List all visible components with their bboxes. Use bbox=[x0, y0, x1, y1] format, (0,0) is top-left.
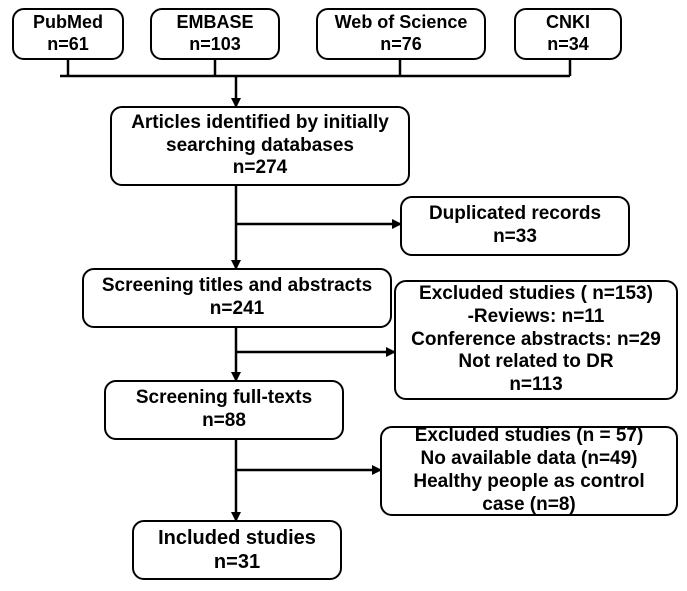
node-wos-line: Web of Science bbox=[335, 12, 468, 34]
node-excl1-line: Not related to DR bbox=[458, 351, 613, 374]
node-identified: Articles identified by initiallysearchin… bbox=[110, 106, 410, 186]
node-embase-line: n=103 bbox=[189, 34, 241, 56]
node-pubmed: PubMedn=61 bbox=[12, 8, 124, 60]
node-excl2-line: Excluded studies (n = 57) bbox=[415, 425, 644, 448]
node-pubmed-line: n=61 bbox=[47, 34, 89, 56]
node-titles: Screening titles and abstractsn=241 bbox=[82, 268, 392, 328]
node-excl2-line: Healthy people as control bbox=[413, 471, 644, 494]
node-identified-line: searching databases bbox=[166, 135, 354, 158]
flowchart-stage: PubMedn=61 EMBASEn=103 Web of Sciencen=76 C… bbox=[0, 0, 687, 591]
node-wos: Web of Sciencen=76 bbox=[316, 8, 486, 60]
node-excl2: Excluded studies (n = 57)No available da… bbox=[380, 426, 678, 516]
node-full-line: n=88 bbox=[202, 410, 246, 433]
node-excl1: Excluded studies ( n=153)-Reviews: n=11C… bbox=[394, 280, 678, 400]
node-identified-line: Articles identified by initially bbox=[131, 112, 389, 135]
node-excl1-line: n=113 bbox=[509, 374, 562, 397]
node-excl2-line: case (n=8) bbox=[482, 494, 575, 517]
node-included-line: Included studies bbox=[158, 526, 316, 550]
node-dup-line: Duplicated records bbox=[429, 203, 601, 226]
node-embase: EMBASEn=103 bbox=[150, 8, 280, 60]
node-identified-line: n=274 bbox=[233, 157, 287, 180]
node-dup: Duplicated recordsn=33 bbox=[400, 196, 630, 256]
node-dup-line: n=33 bbox=[493, 226, 537, 249]
node-full: Screening full-textsn=88 bbox=[104, 380, 344, 440]
node-full-line: Screening full-texts bbox=[136, 387, 312, 410]
node-cnki-line: n=34 bbox=[547, 34, 589, 56]
node-wos-line: n=76 bbox=[380, 34, 422, 56]
node-cnki-line: CNKI bbox=[546, 12, 590, 34]
node-included: Included studiesn=31 bbox=[132, 520, 342, 580]
node-excl2-line: No available data (n=49) bbox=[421, 448, 638, 471]
node-excl1-line: -Reviews: n=11 bbox=[468, 306, 605, 329]
node-titles-line: n=241 bbox=[210, 298, 264, 321]
node-cnki: CNKIn=34 bbox=[514, 8, 622, 60]
node-excl1-line: Excluded studies ( n=153) bbox=[419, 283, 653, 306]
node-included-line: n=31 bbox=[214, 550, 260, 574]
node-embase-line: EMBASE bbox=[176, 12, 253, 34]
node-excl1-line: Conference abstracts: n=29 bbox=[411, 329, 661, 352]
node-pubmed-line: PubMed bbox=[33, 12, 103, 34]
node-titles-line: Screening titles and abstracts bbox=[102, 275, 372, 298]
